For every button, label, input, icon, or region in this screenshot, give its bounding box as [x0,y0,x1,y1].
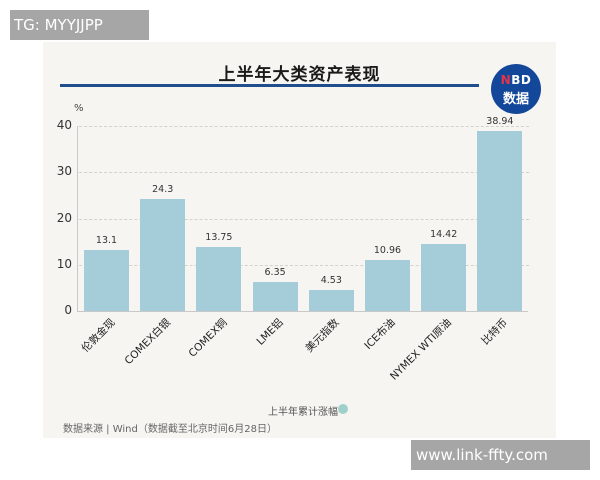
bar-value-label: 10.96 [373,245,402,257]
data-source-note: 数据来源 | Wind（数据截至北京时间6月28日） [63,424,277,435]
bar-value-label: 4.53 [320,275,342,287]
y-tick-label: 40 [56,118,72,132]
watermark-bottom-right: www.link-ffty.com [411,440,590,470]
bar-value-label: 13.1 [95,235,118,247]
y-tick-label: 10 [56,256,72,271]
x-axis-line [77,311,528,312]
bar-value-label: 13.75 [205,232,233,244]
y-axis-unit: % [74,103,84,114]
gridline [79,126,529,127]
gridline [79,264,529,266]
bar [252,281,298,311]
gridline [79,172,529,174]
bar-value-label: 24.3 [152,183,174,195]
bar [477,130,523,311]
bar [365,260,410,311]
logo-subtitle: 数据 [502,92,529,107]
bar [196,247,242,311]
chart-title: 上半年大类资产表现 [218,65,381,85]
chart-card: 上半年大类资产表现 NBD 数据 [43,42,556,438]
bar-value-label: 6.35 [264,266,286,278]
bar [84,250,129,311]
gridline [79,218,529,220]
legend-swatch-icon [338,404,348,414]
bar-value-label: 14.42 [430,229,458,241]
y-axis-line [77,126,78,311]
y-tick-label: 0 [64,303,72,317]
bar-value-label: 38.94 [486,115,514,127]
bar [140,198,186,311]
logo-letters-bd: BD [511,73,532,87]
watermark-top-left: TG: MYYJJPP [10,10,149,40]
y-tick-label: 30 [56,164,72,179]
legend-label: 上半年累计涨幅 [268,407,338,418]
y-tick-label: 20 [56,210,72,225]
nbd-logo-icon: NBD 数据 [491,64,541,114]
bar [308,290,354,311]
title-divider [60,84,479,87]
logo-letter-n: N [500,73,512,87]
bar [421,244,467,311]
